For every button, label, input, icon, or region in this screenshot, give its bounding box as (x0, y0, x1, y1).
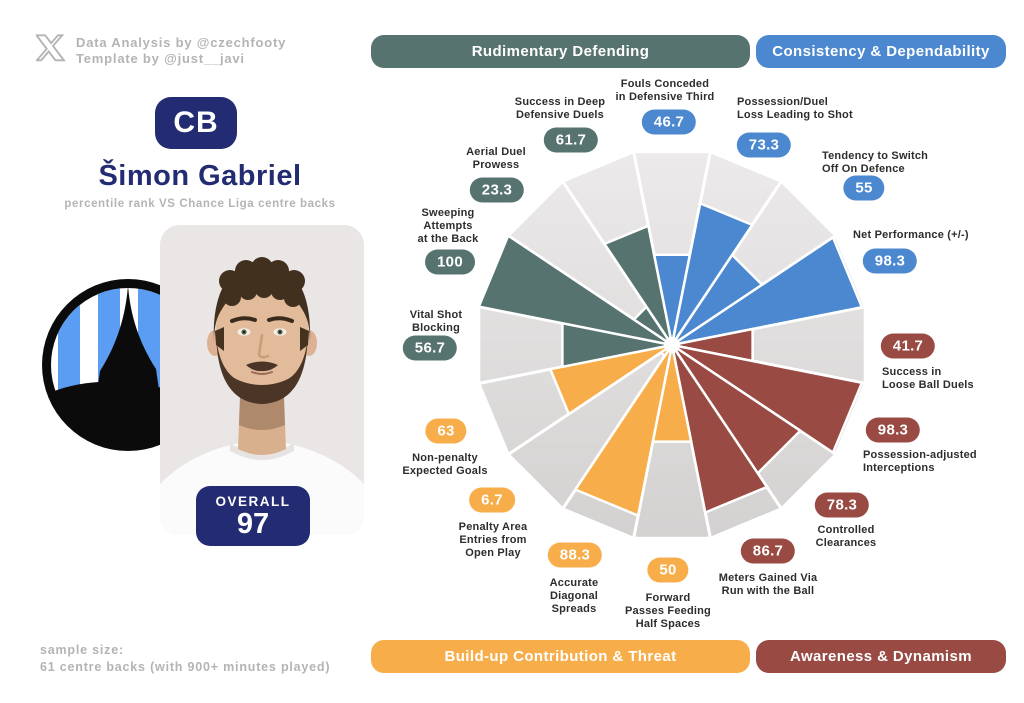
stat-label: Accurate Diagonal Spreads (549, 577, 599, 615)
stat-label: Vital Shot Blocking (409, 309, 463, 334)
position-badge-text: CB (173, 106, 219, 139)
category-pill-consistency-dependability: Consistency & Dependability (756, 35, 1006, 68)
overall-label: OVERALL (215, 493, 291, 509)
stat-label: Controlled Clearances (815, 524, 877, 549)
stat-value-badge: 98.3 (865, 417, 921, 443)
stat-value-badge: 6.7 (469, 487, 515, 513)
stat-label: Forward Passes Feeding Half Spaces (625, 592, 711, 630)
stat-label: Penalty Area Entries from Open Play (458, 521, 528, 559)
chart-center (664, 337, 680, 353)
sample-size-line2: 61 centre backs (with 900+ minutes playe… (40, 660, 331, 674)
chart-value-wedges (477, 202, 864, 517)
stat-label: Sweeping Attempts at the Back (417, 207, 479, 245)
slice-value-9 (574, 343, 674, 517)
stat-label: Net Performance (+/-) (853, 229, 969, 241)
stat-label: Possession-adjusted Interceptions (863, 449, 977, 474)
stat-value-badge: 23.3 (469, 177, 525, 203)
category-pill-label: Consistency & Dependability (772, 43, 990, 60)
stat-label: Aerial Duel Prowess (466, 146, 526, 171)
stat-label: Meters Gained Via Run with the Ball (718, 572, 818, 597)
credits-line1: Data Analysis by @czechfooty (76, 35, 287, 50)
stat-value-badge: 41.7 (880, 333, 936, 359)
slice-value-15 (603, 224, 674, 347)
position-badge: CB (155, 97, 237, 149)
stat-value-badge: 73.3 (736, 132, 792, 158)
stat-label: Fouls Conceded in Defensive Third (615, 78, 715, 103)
player-subtitle: percentile rank VS Chance Liga centre ba… (64, 198, 336, 210)
stat-value-badge: 46.7 (641, 109, 697, 135)
stat-label: Success in Loose Ball Duels (882, 366, 974, 391)
stat-value-badge: 100 (425, 249, 475, 275)
stat-value-badge: 63 (425, 418, 467, 444)
sample-size-line1: sample size: (40, 643, 124, 657)
stat-label: Tendency to Switch Off On Defence (822, 150, 929, 175)
stat-label: Non-penalty Expected Goals (402, 452, 488, 477)
credits-line2: Template by @just__javi (76, 51, 245, 66)
player-name: Šimon Gabriel (98, 160, 302, 192)
category-pill-label: Build-up Contribution & Threat (444, 648, 677, 665)
category-pill-buildup-contribution-threat: Build-up Contribution & Threat (371, 640, 750, 673)
club-logo (42, 279, 214, 451)
x-twitter-icon (36, 34, 66, 62)
stat-value-badge: 78.3 (814, 492, 870, 518)
slice-value-3 (670, 236, 864, 347)
stat-value-badge: 55 (843, 175, 885, 201)
sample-size-note: sample size: 61 centre backs (with 900+ … (40, 642, 330, 676)
overall-badge: OVERALL 97 (196, 486, 310, 546)
credits: Data Analysis by @czechfooty Template by… (76, 35, 286, 67)
slice-value-13 (477, 234, 674, 347)
stat-value-badge: 88.3 (547, 542, 603, 568)
category-pill-awareness-dynamism: Awareness & Dynamism (756, 640, 1006, 673)
stat-value-badge: 86.7 (740, 538, 796, 564)
category-pill-rudimentary-defending: Rudimentary Defending (371, 35, 750, 68)
stat-label: Success in Deep Defensive Duels (514, 96, 606, 121)
stat-value-badge: 98.3 (862, 248, 918, 274)
stat-value-badge: 50 (647, 557, 689, 583)
stat-value-badge: 61.7 (543, 127, 599, 153)
stat-value-badge: 56.7 (402, 335, 458, 361)
category-pill-label: Awareness & Dynamism (790, 648, 972, 665)
stat-label: Possession/Duel Loss Leading to Shot (737, 96, 853, 121)
category-pill-label: Rudimentary Defending (471, 43, 650, 60)
overall-value: 97 (236, 507, 270, 540)
